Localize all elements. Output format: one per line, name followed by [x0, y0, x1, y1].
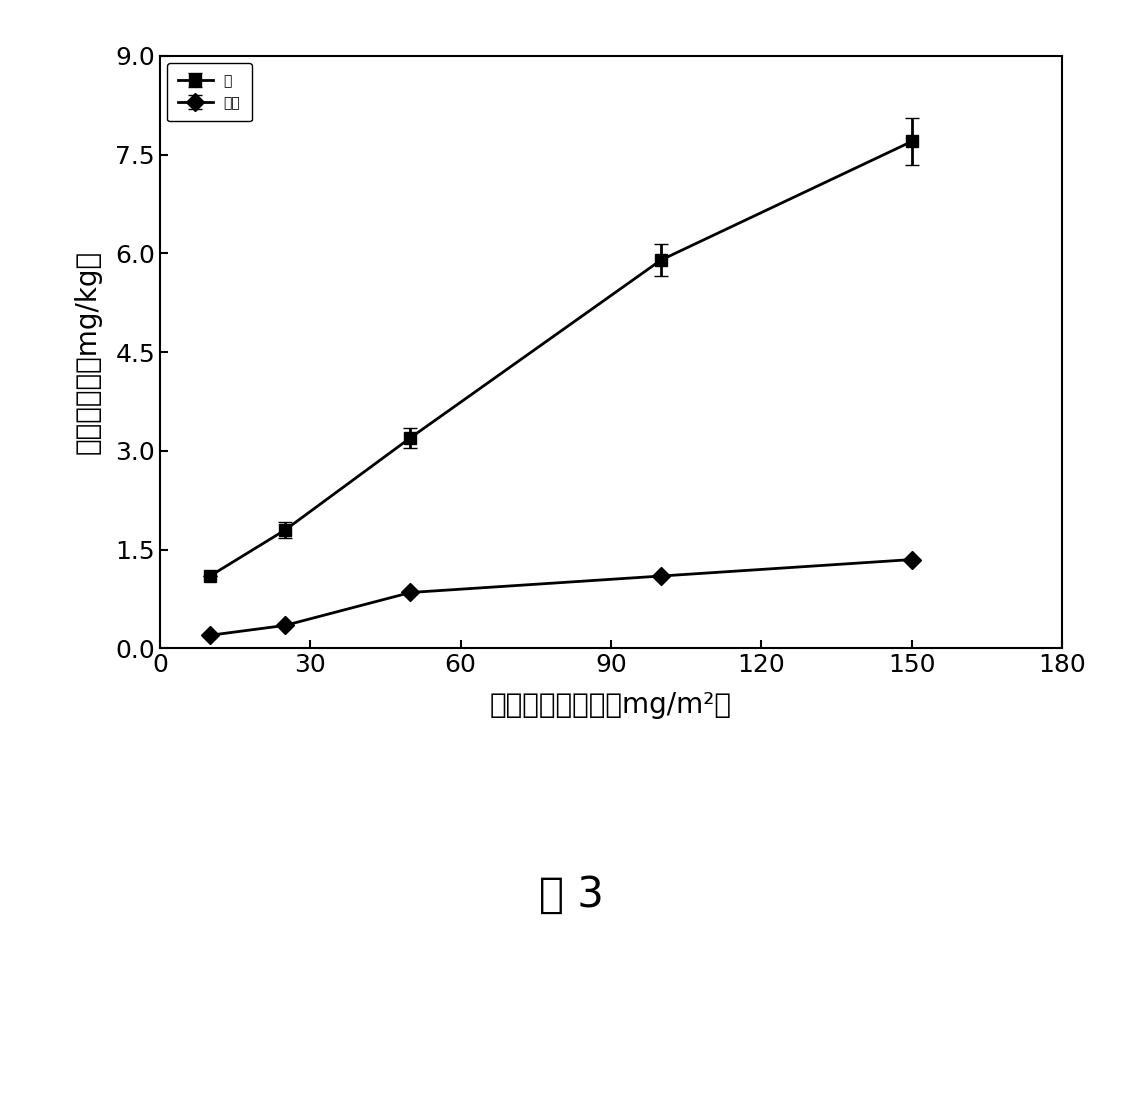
X-axis label: 液体碹肥噴施量（mg/m²）: 液体碹肥噴施量（mg/m²） [490, 691, 732, 719]
Text: 图 3: 图 3 [539, 873, 603, 916]
Legend: 叶, 块根: 叶, 块根 [167, 63, 251, 122]
Y-axis label: 番薯碹含量（mg/kg）: 番薯碹含量（mg/kg） [73, 250, 102, 454]
